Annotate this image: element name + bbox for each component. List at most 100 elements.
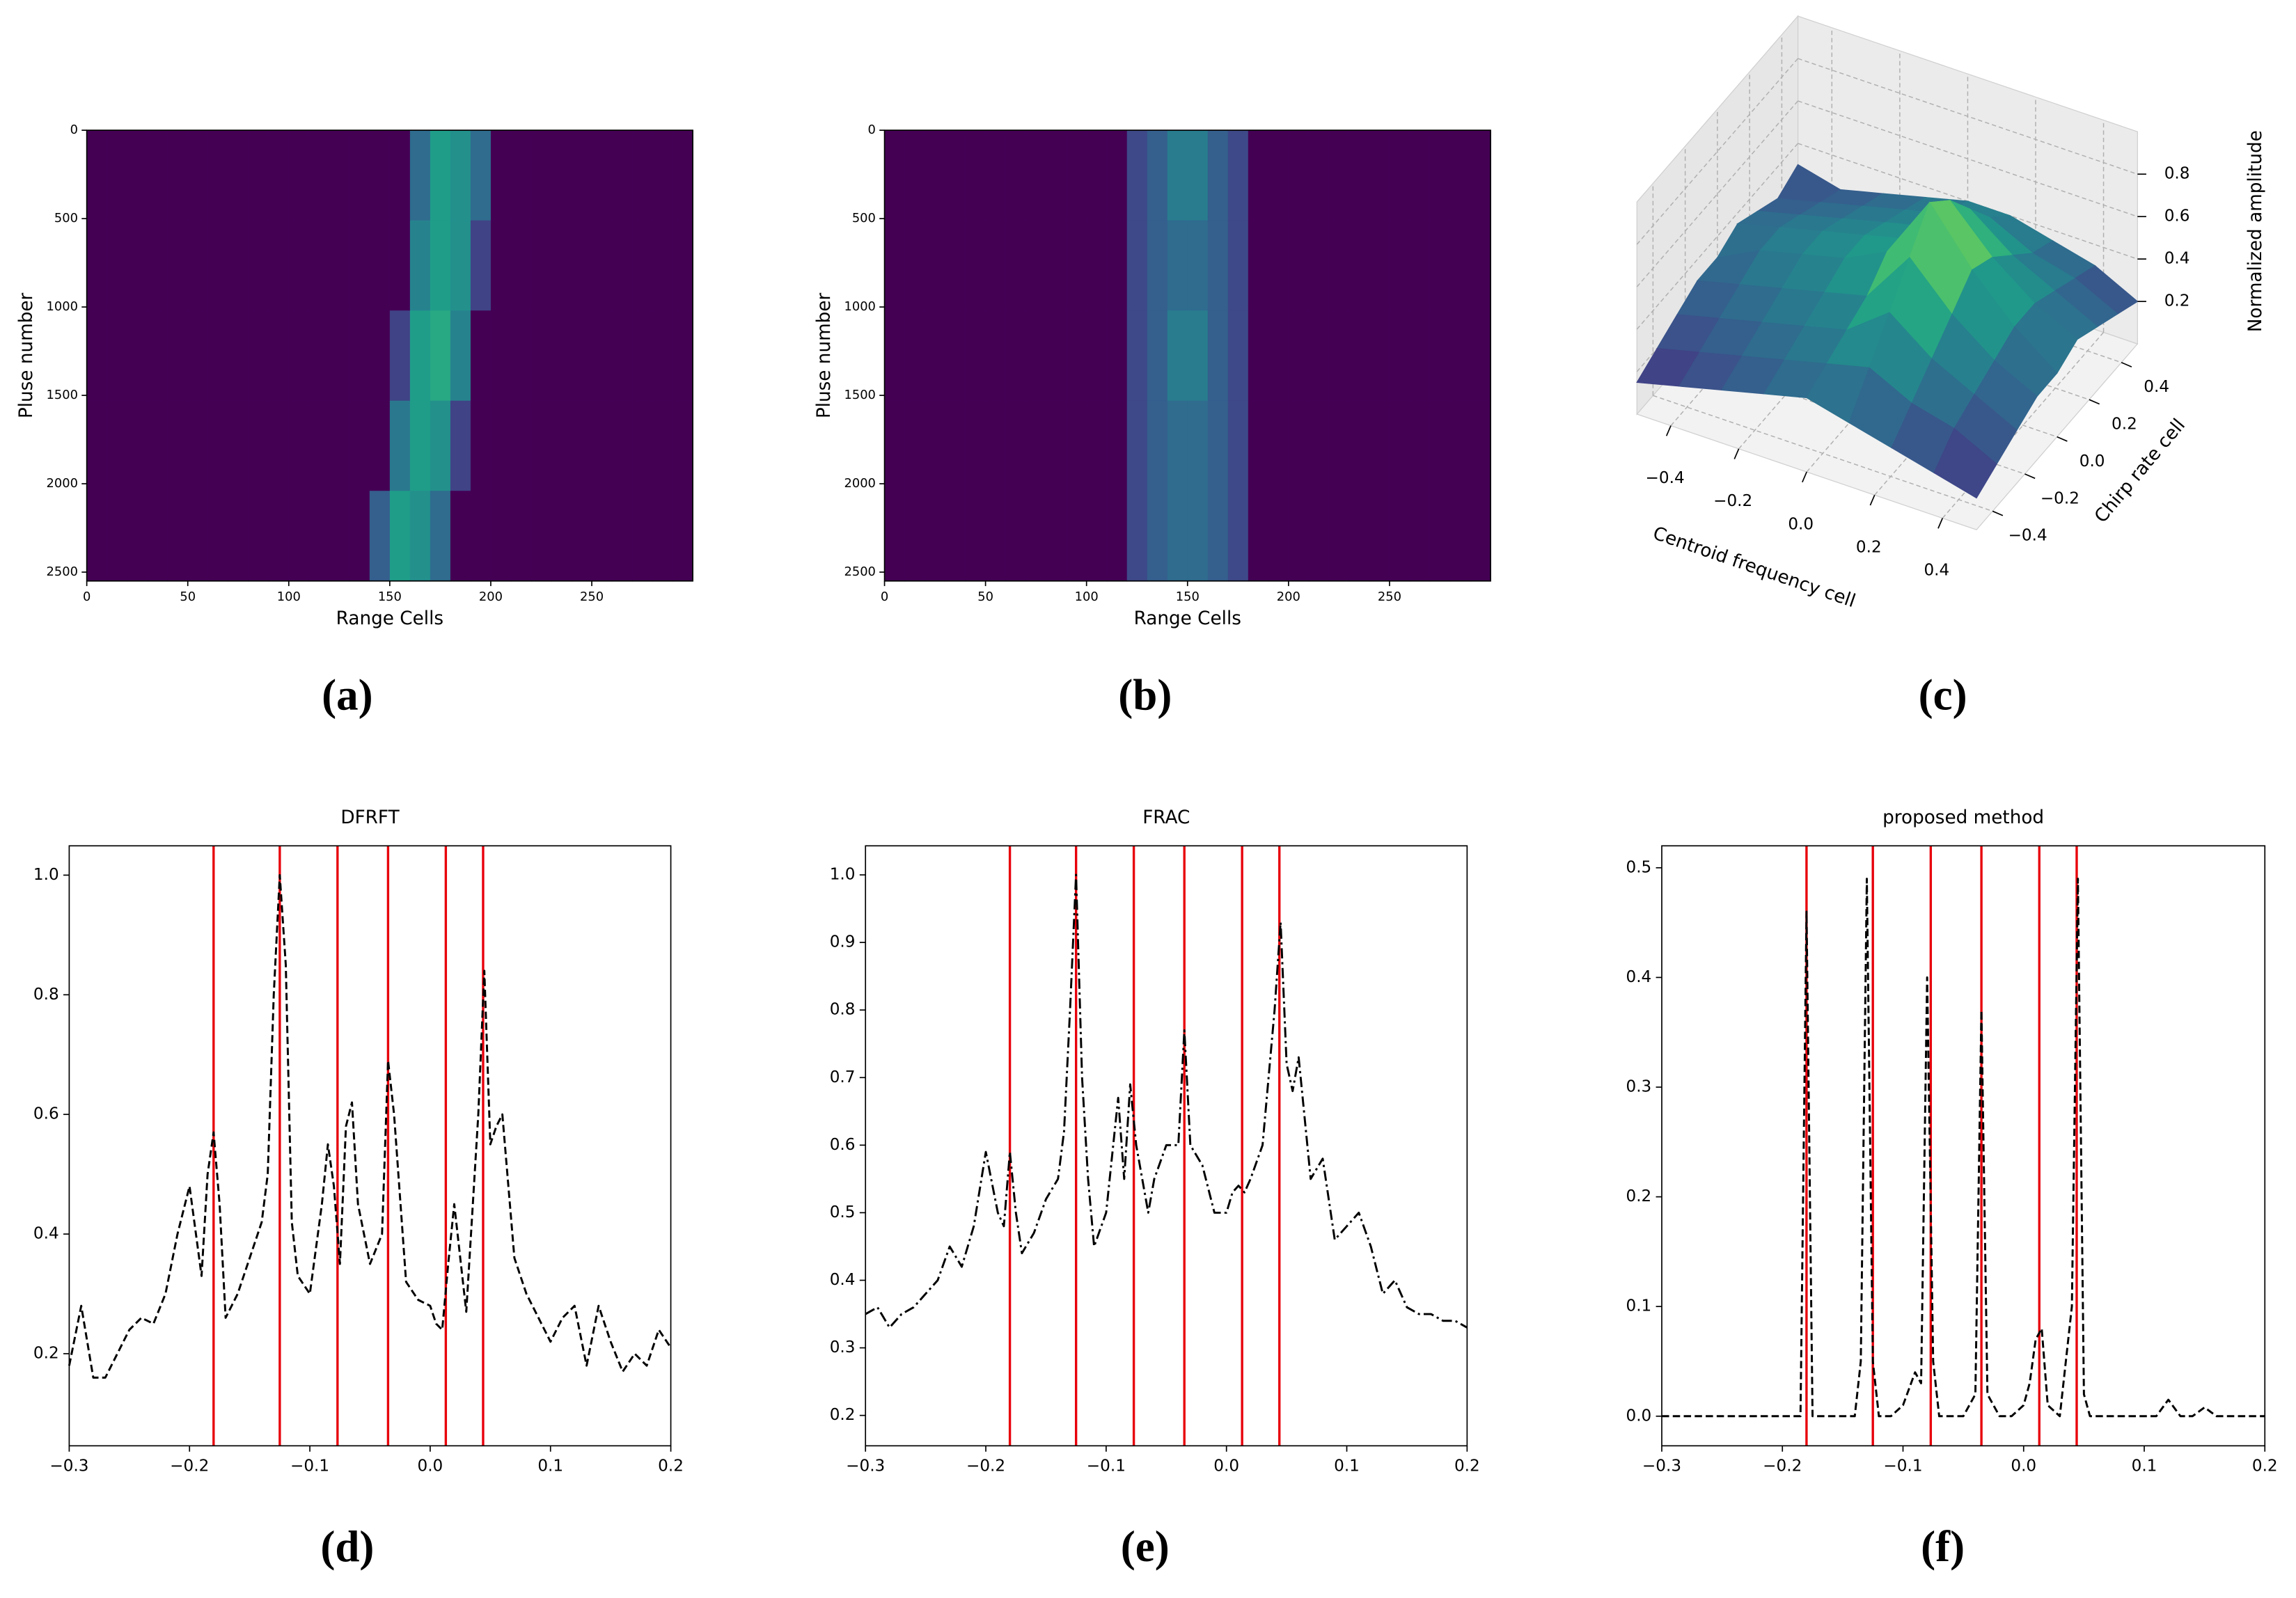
heatmap-cell: [530, 220, 552, 312]
heatmap-cell: [430, 310, 451, 402]
heatmap-cell: [1288, 310, 1310, 402]
y-tick-label: 0.4: [2144, 378, 2169, 396]
heatmap-cell: [884, 491, 906, 582]
heatmap-cell: [248, 310, 269, 402]
heatmap-cell: [510, 491, 532, 582]
heatmap-cell: [673, 220, 693, 312]
heatmap-cell: [884, 220, 906, 312]
heatmap-cell: [1470, 220, 1491, 312]
heatmap-cell: [349, 130, 370, 221]
z-tick-label: 0.8: [2164, 165, 2190, 183]
heatmap-cell: [207, 400, 229, 492]
z-tick-label: 0.4: [2164, 250, 2190, 268]
y-axis-label: Pluse number: [16, 292, 37, 418]
heatmap-cell: [248, 130, 269, 221]
heatmap-cell: [450, 310, 471, 402]
heatmap-cell: [1086, 400, 1108, 492]
y-tick-label: 0.2: [2112, 415, 2137, 433]
heatmap-cell: [1248, 220, 1269, 312]
heatmap-cell: [945, 400, 966, 492]
heatmap-cell: [1429, 220, 1451, 312]
heatmap-cell: [248, 491, 269, 582]
heatmap-cell: [207, 130, 229, 221]
heatmap-cell: [470, 400, 492, 492]
heatmap-cell: [1369, 130, 1390, 221]
heatmap-cell: [1005, 310, 1027, 402]
grid-line: [1636, 58, 1799, 245]
heatmap-cell: [167, 130, 189, 221]
heatmap-cell: [409, 310, 431, 402]
y-tick-label: 1500: [844, 388, 875, 402]
heatmap-cell: [572, 310, 592, 402]
y-tick: [2057, 436, 2068, 442]
heatmap-cell: [1409, 130, 1431, 221]
grid-line: [1653, 395, 1993, 512]
heatmap-cell: [127, 220, 148, 312]
heatmap-cell: [985, 310, 1007, 402]
heatmap-cell: [1227, 130, 1249, 221]
heatmap-cell: [127, 310, 148, 402]
z-tick-label: 0.2: [2164, 292, 2190, 310]
x-tick-label: 0.0: [418, 1457, 443, 1475]
heatmap-cell: [925, 400, 946, 492]
heatmap-cell: [268, 310, 290, 402]
heatmap-cell: [187, 400, 209, 492]
heatmap-cell: [490, 220, 512, 312]
heatmap-cell: [925, 220, 946, 312]
heatmap-cell: [925, 310, 946, 402]
heatmap-cell: [1167, 491, 1188, 582]
axes-frame: [68, 845, 672, 1447]
y-tick-label: 0.0: [2079, 452, 2105, 470]
y-tick-label: 0.6: [830, 1136, 856, 1154]
heatmap-cell: [572, 220, 592, 312]
heatmap-cell: [1248, 310, 1269, 402]
x-tick: [1665, 425, 1672, 436]
heatmap-cell: [1409, 310, 1431, 402]
heatmap-cell: [1106, 220, 1128, 312]
heatmap-cell: [86, 310, 108, 402]
heatmap-cell: [86, 400, 108, 492]
heatmap-cell: [490, 400, 512, 492]
heatmap-cell: [1066, 400, 1087, 492]
heatmap-cell: [450, 491, 471, 582]
heatmap-cell: [904, 310, 926, 402]
x-tick: [1802, 471, 1807, 483]
heatmap-cell: [1429, 400, 1451, 492]
x-tick-label: 0.1: [1334, 1457, 1360, 1475]
heatmap-cell: [1369, 310, 1390, 402]
heatmap-cell: [530, 400, 552, 492]
heatmap-cell: [1449, 491, 1471, 582]
x-tick-label: 0: [83, 590, 91, 604]
heatmap-cell: [1227, 400, 1249, 492]
heatmap-cell: [985, 130, 1007, 221]
heatmap-cell: [389, 310, 411, 402]
heatmap-cell: [107, 220, 128, 312]
heatmap-cell: [1147, 491, 1168, 582]
y-tick-label: 0.9: [830, 933, 856, 951]
heatmap-cell: [985, 400, 1007, 492]
heatmap-cell: [884, 130, 906, 221]
heatmap-cell: [592, 130, 613, 221]
heatmap-cell: [1187, 220, 1209, 312]
x-tick-label: 0.2: [1856, 538, 1882, 556]
heatmap-cell: [1025, 220, 1047, 312]
heatmap-cell: [1389, 310, 1410, 402]
heatmap-cell: [551, 130, 572, 221]
y-tick-label: 0.3: [1626, 1077, 1652, 1095]
heatmap-cell: [673, 491, 693, 582]
heatmap-cell: [1227, 491, 1249, 582]
heatmap-cell: [1167, 310, 1188, 402]
grid-line: [1636, 100, 1799, 287]
heatmap-cell: [1167, 400, 1188, 492]
heatmap-cell: [329, 400, 350, 492]
heatmap-cell: [1046, 130, 1067, 221]
x-tick: [1869, 494, 1876, 506]
heatmap-cell: [985, 220, 1007, 312]
heatmap-cell: [1308, 400, 1330, 492]
heatmap-cell: [1248, 400, 1269, 492]
heatmap-cell: [1389, 220, 1410, 312]
panel-label: (c): [1919, 670, 1967, 719]
x-tick-label: 250: [580, 590, 604, 604]
heatmap-cell: [147, 130, 168, 221]
